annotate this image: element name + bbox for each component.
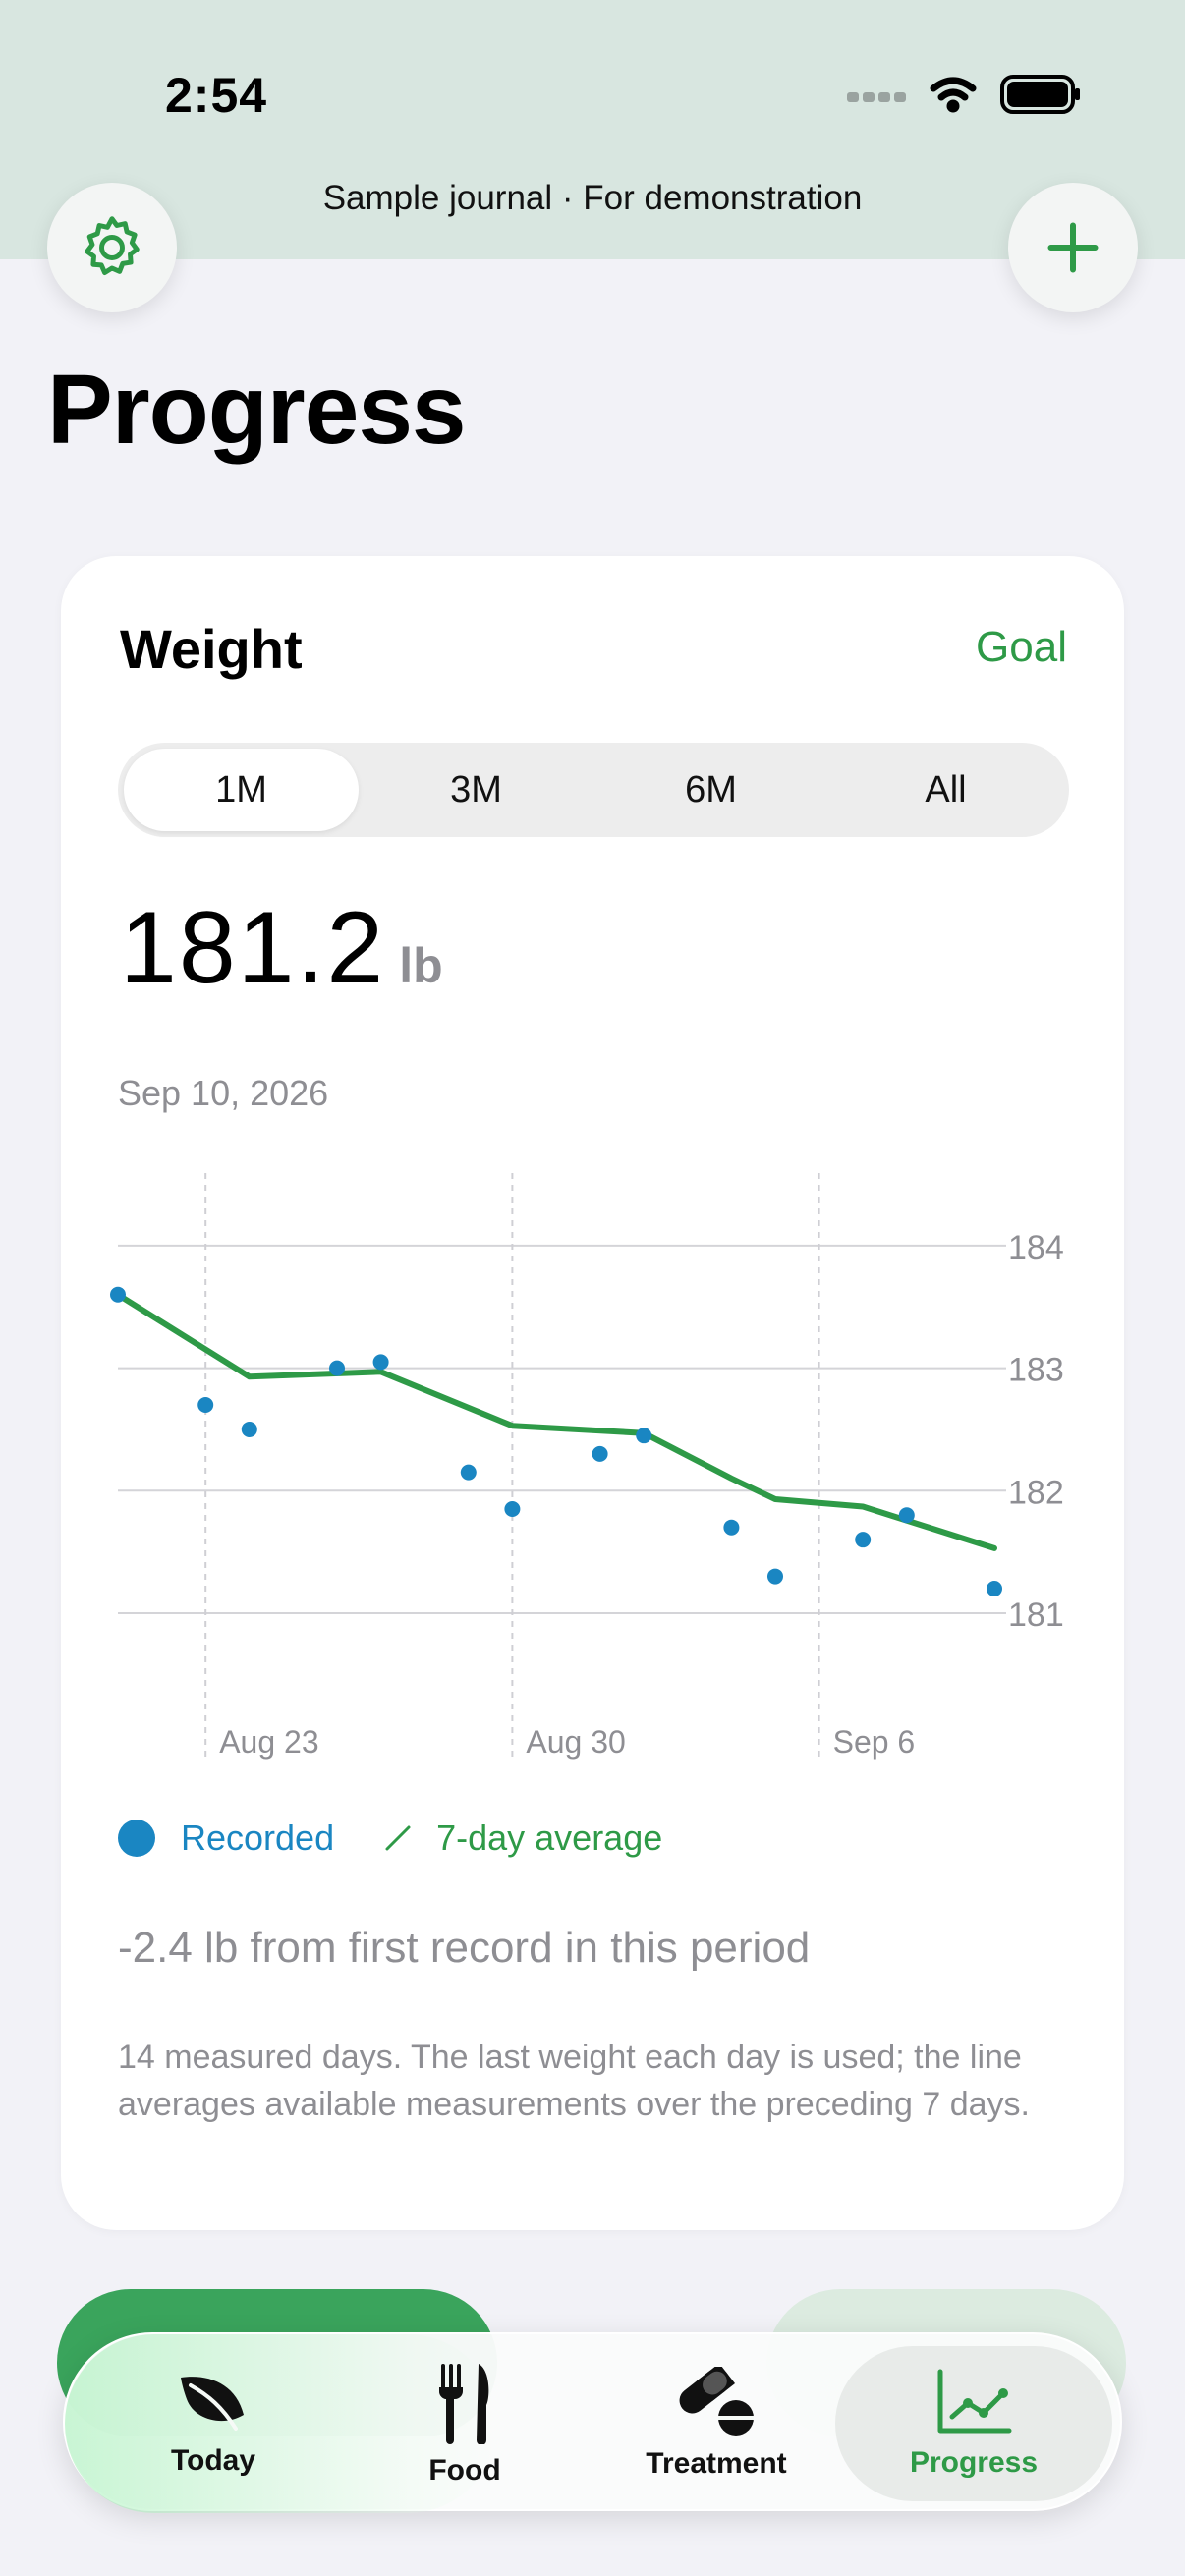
journal-banner: Sample journal · For demonstration: [322, 179, 863, 217]
selected-date: Sep 10, 2026: [118, 1073, 329, 1113]
range-selector: 1M 3M 6M All: [118, 743, 1069, 837]
current-weight: 181.2 lb: [120, 890, 443, 1007]
wifi-icon: [930, 77, 977, 113]
tab-progress-label: Progress: [909, 2446, 1039, 2479]
signal-icon: [847, 92, 906, 102]
recorded-point: [987, 1581, 1002, 1597]
tab-food-label: Food: [428, 2454, 501, 2487]
y-tick-label: 181: [1008, 1596, 1064, 1634]
page-title: Progress: [47, 355, 467, 465]
goal-button[interactable]: Goal: [976, 623, 1067, 671]
recorded-point: [636, 1428, 652, 1444]
add-button[interactable]: [1008, 183, 1138, 312]
recorded-point: [767, 1568, 783, 1585]
gear-icon: [85, 216, 140, 276]
tab-today-label: Today: [170, 2444, 256, 2477]
tab-today[interactable]: Today: [90, 2334, 336, 2513]
tab-food[interactable]: Food: [342, 2334, 588, 2513]
range-all[interactable]: All: [925, 768, 967, 811]
tab-treatment[interactable]: Treatment: [593, 2334, 839, 2513]
recorded-point: [898, 1507, 915, 1524]
tab-progress[interactable]: Progress: [835, 2346, 1112, 2501]
delta-text: -2.4 lb from first record in this period: [118, 1924, 811, 1972]
current-weight-value: 181.2: [120, 891, 386, 1005]
recorded-point: [723, 1519, 740, 1536]
recorded-point: [460, 1464, 477, 1481]
recorded-point: [329, 1360, 345, 1376]
legend-recorded: Recorded: [181, 1818, 335, 1858]
tab-glow: [65, 2334, 497, 2513]
x-tick-label: Aug 30: [526, 1724, 625, 1760]
recorded-point: [592, 1445, 608, 1462]
plus-icon: [1047, 222, 1099, 273]
settings-button[interactable]: [47, 183, 177, 312]
x-tick-label: Sep 6: [833, 1724, 916, 1760]
chart-icon: [937, 2369, 1012, 2434]
recorded-point: [110, 1286, 126, 1303]
card-title: Weight: [120, 618, 303, 680]
legend-average: 7-day average: [436, 1818, 663, 1858]
chart-legend: Recorded 7-day average: [118, 1818, 662, 1859]
recorded-point: [241, 1421, 257, 1437]
weight-card: Weight Goal 1M 3M 6M All 181.2 lb Sep 10,…: [61, 556, 1124, 2230]
top-band: [0, 0, 1185, 259]
tab-bar: Today Food Treatment: [63, 2332, 1122, 2513]
range-3m[interactable]: 3M: [450, 768, 502, 811]
fork-knife-icon: [438, 2364, 489, 2444]
average-line-icon: [385, 1825, 411, 1851]
recorded-point: [198, 1397, 214, 1414]
weight-unit: lb: [399, 938, 443, 993]
range-1m[interactable]: 1M: [124, 749, 359, 831]
range-6m[interactable]: 6M: [685, 768, 737, 811]
leaf-icon: [181, 2377, 244, 2431]
y-tick-label: 182: [1008, 1474, 1064, 1511]
y-tick-label: 184: [1008, 1229, 1064, 1266]
average-line: [115, 1291, 997, 1551]
chart-note: 14 measured days. The last weight each d…: [118, 2039, 1030, 2123]
y-tick-label: 183: [1008, 1352, 1064, 1389]
status-time: 2:54: [165, 68, 268, 123]
battery-icon: [1000, 75, 1080, 114]
x-tick-label: Aug 23: [219, 1724, 318, 1760]
status-icons: [847, 75, 1080, 114]
pill-icon: [679, 2367, 754, 2436]
recorded-dot-icon: [118, 1820, 155, 1857]
recorded-point: [504, 1501, 521, 1518]
tab-treatment-label: Treatment: [646, 2447, 787, 2480]
recorded-point: [855, 1532, 872, 1548]
recorded-point: [372, 1354, 389, 1371]
